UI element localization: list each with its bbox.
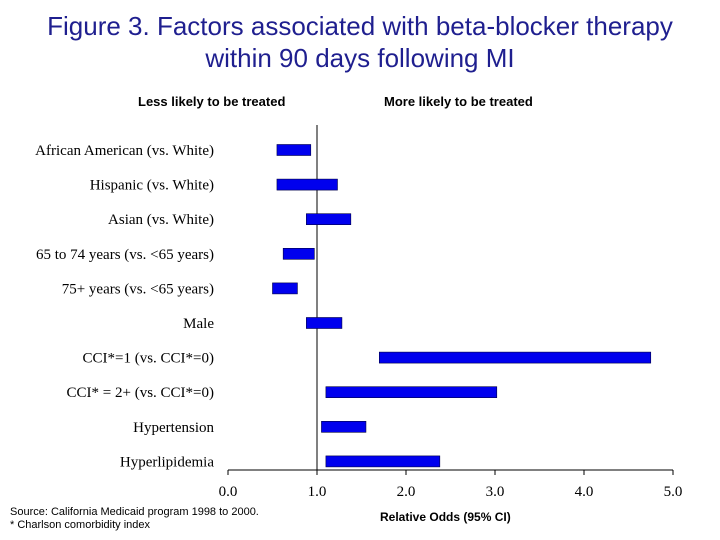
footnote-source: Source: California Medicaid program 1998… [10, 506, 259, 518]
ci-bar [325, 455, 441, 468]
ci-bar [276, 144, 312, 156]
chart-title-line-2: within 90 days following MI [205, 43, 515, 73]
ci-bar [276, 178, 338, 191]
footnotes: Source: California Medicaid program 1998… [10, 506, 259, 532]
category-label: Hyperlipidemia [120, 454, 214, 470]
ci-bar [282, 248, 315, 260]
x-tick-label: 0.0 [219, 484, 238, 500]
category-label: Hispanic (vs. White) [90, 178, 214, 194]
more-likely-label: More likely to be treated [384, 94, 533, 109]
category-label: CCI* = 2+ (vs. CCI*=0) [67, 385, 214, 401]
ci-bar [325, 386, 498, 399]
category-label: Male [183, 316, 214, 332]
category-label: CCI*=1 (vs. CCI*=0) [82, 351, 214, 367]
category-label: 65 to 74 years (vs. <65 years) [36, 247, 214, 263]
x-tick-label: 2.0 [397, 484, 416, 500]
category-label: 75+ years (vs. <65 years) [62, 281, 214, 297]
ci-bar [378, 351, 652, 364]
footnote-cci: * Charlson comorbidity index [10, 519, 151, 531]
ci-bar [321, 420, 367, 433]
category-label: Asian (vs. White) [108, 212, 214, 228]
category-label: African American (vs. White) [35, 143, 214, 159]
x-tick-label: 1.0 [308, 484, 327, 500]
ci-bar [306, 317, 343, 329]
category-label: Hypertension [133, 420, 214, 436]
x-tick-label: 4.0 [575, 484, 594, 500]
chart-title-line-1: Figure 3. Factors associated with beta-b… [47, 11, 673, 41]
x-tick-label: 5.0 [664, 484, 683, 500]
ci-bar [306, 213, 352, 225]
x-tick-label: 3.0 [486, 484, 505, 500]
ci-bar [272, 282, 298, 295]
less-likely-label: Less likely to be treated [138, 94, 286, 109]
x-axis-label: Relative Odds (95% CI) [380, 510, 511, 524]
chart-title: Figure 3. Factors associated with beta-b… [0, 10, 720, 74]
